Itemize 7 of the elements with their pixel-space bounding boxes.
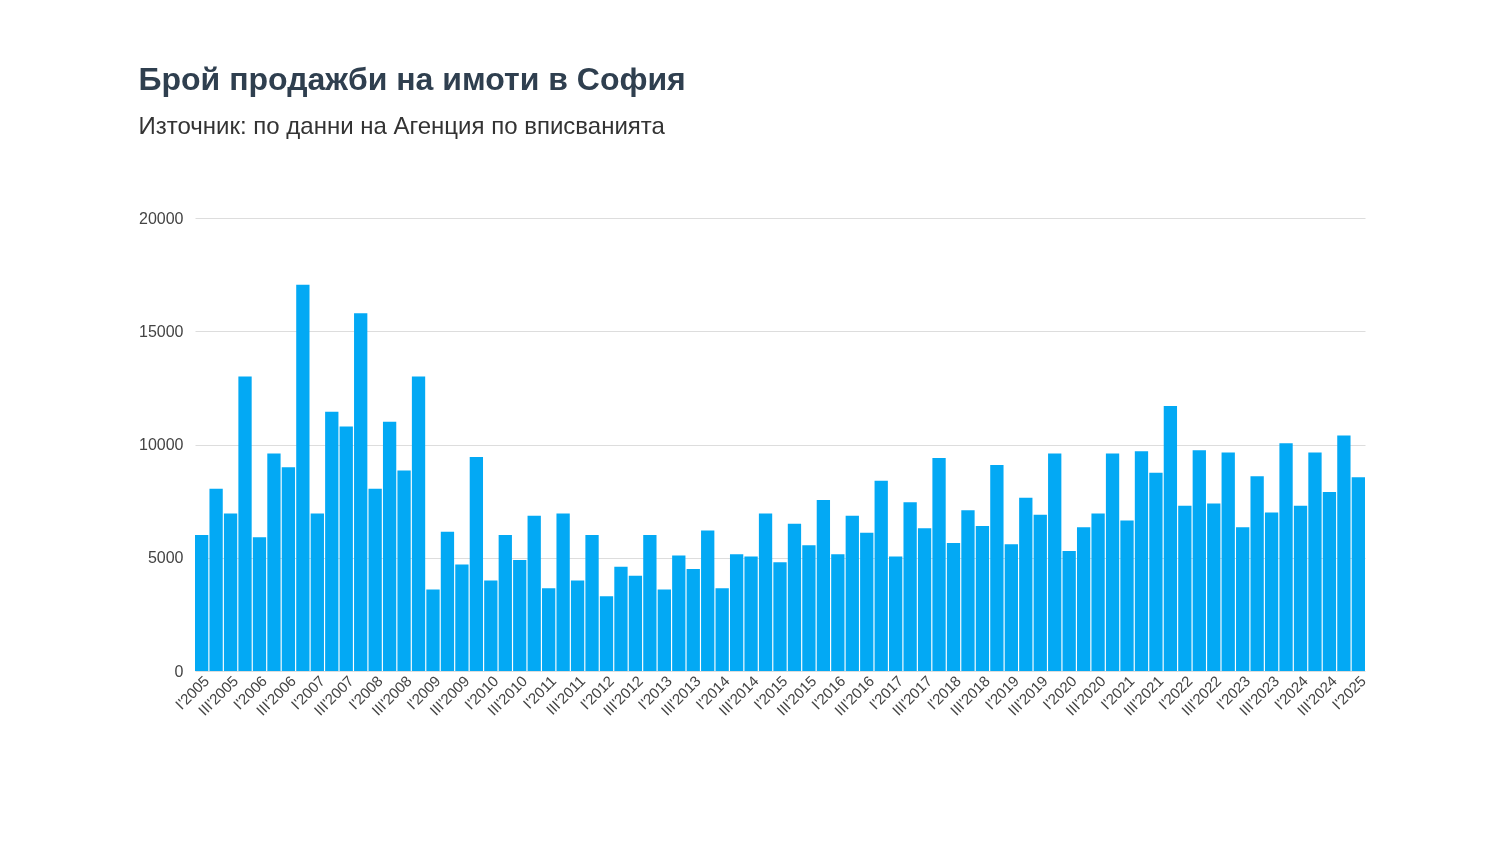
y-tick-label: 0 <box>174 662 184 680</box>
y-tick-label: 5000 <box>147 549 184 567</box>
y-tick-label: 20000 <box>139 209 184 227</box>
y-tick-label: 15000 <box>139 322 184 340</box>
chart-title: Брой продажби на имоти в София <box>138 61 686 97</box>
y-tick-label: 10000 <box>139 436 184 453</box>
chart-subtitle: Източник: по данни на Агенция по вписванията <box>138 112 666 139</box>
